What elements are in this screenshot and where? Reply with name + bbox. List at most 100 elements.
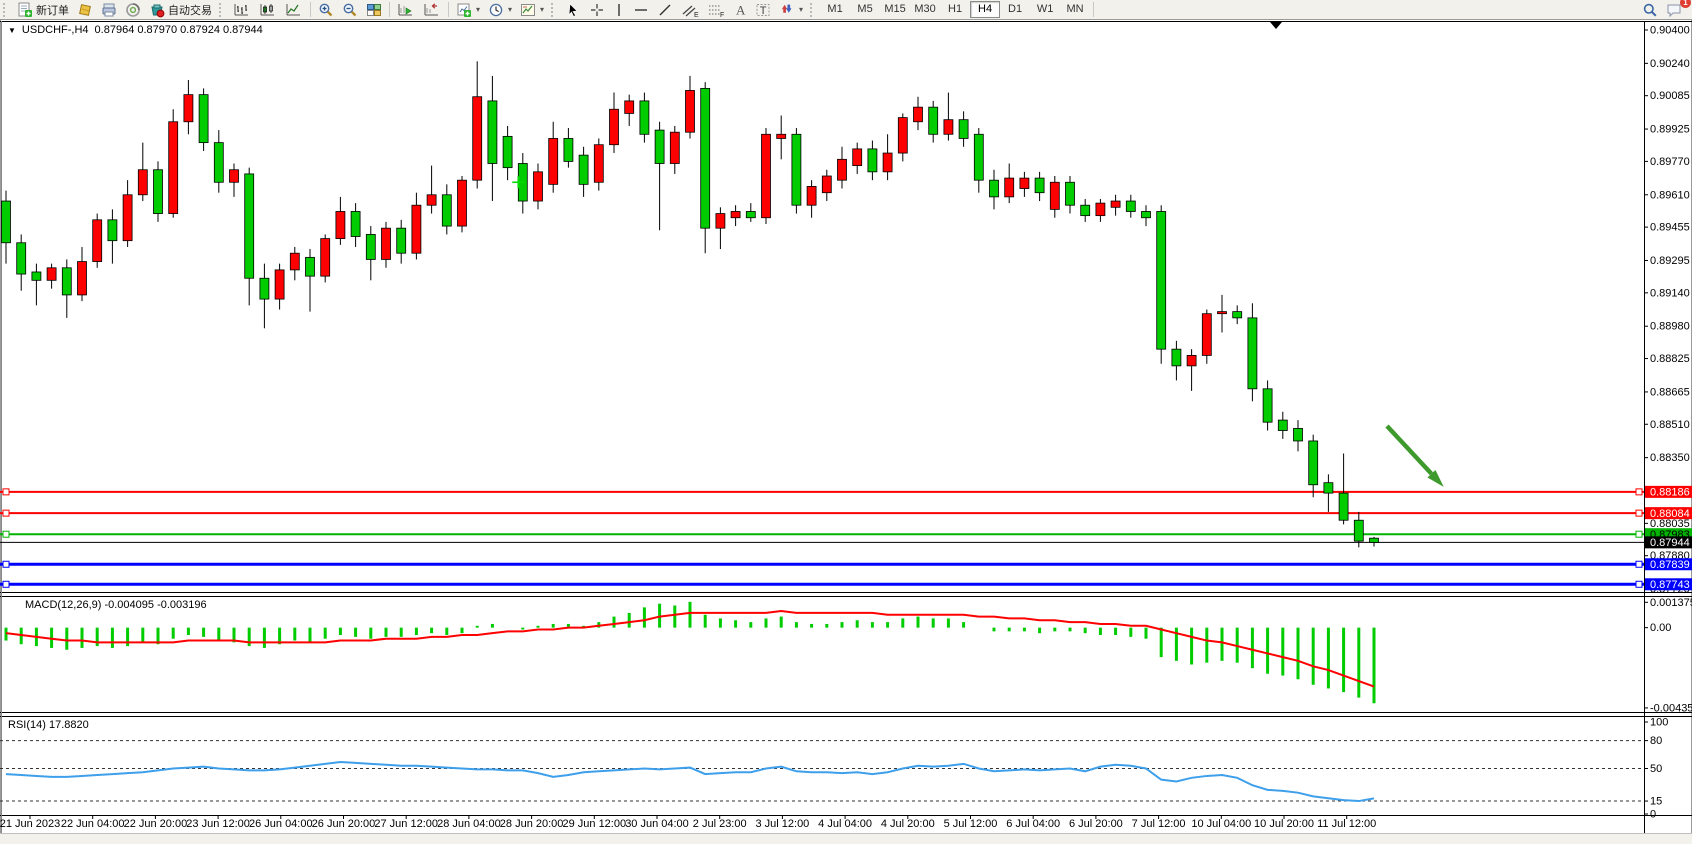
line-chart-button[interactable]: [281, 0, 307, 19]
vertical-line-button[interactable]: [609, 0, 629, 19]
time-tick-label: 4 Jul 20:00: [881, 818, 935, 830]
timeframe-mn-button[interactable]: MN: [1066, 3, 1084, 15]
toolbar-grip[interactable]: [219, 2, 226, 17]
print-button[interactable]: [97, 0, 121, 19]
line-handle[interactable]: [2, 509, 10, 517]
time-tick-label: 11 Jul 12:00: [1317, 818, 1376, 830]
candle: [1186, 349, 1197, 391]
candle: [472, 61, 483, 189]
price-tick-label: 0.88980: [1650, 321, 1690, 333]
candle: [1277, 411, 1288, 439]
timeframe-h4-button[interactable]: H4: [970, 1, 1001, 18]
auto-trading-button[interactable]: 自动交易: [145, 0, 216, 19]
template-icon: [520, 2, 536, 18]
price-tick-label: 0.89455: [1650, 222, 1690, 234]
timeframe-m1-button[interactable]: M1: [827, 3, 843, 15]
timeframe-h1-button[interactable]: H1: [948, 3, 963, 15]
zoom-out-button[interactable]: [338, 0, 362, 19]
candle: [928, 100, 939, 143]
dropdown-caret-icon: ▾: [799, 5, 804, 14]
line-handle[interactable]: [1635, 580, 1643, 588]
candle: [593, 138, 604, 191]
auto-scroll-button[interactable]: [393, 0, 419, 19]
timeframe-m30-button[interactable]: M30: [914, 3, 936, 15]
candle: [897, 113, 908, 162]
arrows-button[interactable]: ▾: [775, 0, 807, 19]
price-tick-label: 0.90240: [1650, 58, 1690, 70]
candle: [229, 163, 239, 197]
candle: [1110, 194, 1121, 216]
horizontal-line-objects[interactable]: [0, 488, 1644, 588]
zoom-in-button[interactable]: [314, 0, 338, 19]
crosshair-button[interactable]: [585, 0, 609, 19]
timeframe-w1-button[interactable]: W1: [1036, 3, 1054, 15]
line-handle[interactable]: [1635, 530, 1643, 538]
symbol-dropdown-icon[interactable]: ▼: [8, 25, 16, 35]
line-handle[interactable]: [2, 580, 10, 588]
timeframe-m15-button[interactable]: M15: [884, 3, 906, 15]
indicators-button[interactable]: ▾: [452, 0, 484, 19]
fibonacci-icon: F: [707, 2, 725, 18]
search-button[interactable]: [1638, 0, 1662, 19]
timeframe-m5-button[interactable]: M5: [857, 3, 873, 15]
vertical-line-icon: [613, 2, 625, 18]
hline-0.88084[interactable]: [0, 509, 1644, 517]
chart-shift-button[interactable]: [419, 0, 445, 19]
macd-indicator-label: MACD(12,26,9) -0.004095 -0.003196: [25, 599, 207, 611]
svg-text:E: E: [694, 12, 699, 18]
dropdown-caret-icon: ▾: [476, 5, 481, 14]
time-tick-label: 6 Jul 04:00: [1006, 818, 1060, 830]
svg-text:T: T: [760, 5, 767, 17]
horizontal-line-button[interactable]: [629, 0, 653, 19]
trendline-button[interactable]: [653, 0, 677, 19]
hline-price-label: 0.87944: [1645, 536, 1692, 549]
chart-quote-ohlc: 0.87964 0.87970 0.87924 0.87944: [94, 24, 263, 36]
text-label-button[interactable]: T: [751, 0, 775, 19]
cursor-button[interactable]: [561, 0, 585, 19]
time-tick-label: 6 Jul 20:00: [1069, 818, 1123, 830]
chart-annotations[interactable]: [512, 22, 1444, 487]
candles-chart-button[interactable]: [255, 0, 281, 19]
time-tick-label: 28 Jun 04:00: [437, 818, 501, 830]
chart-shift-marker[interactable]: [1270, 22, 1282, 29]
line-handle[interactable]: [2, 488, 10, 496]
toolbar-grip[interactable]: [810, 2, 817, 17]
search-icon: [1642, 2, 1658, 18]
template-button[interactable]: ▾: [516, 0, 548, 19]
price-tick-label: 0.89610: [1650, 189, 1690, 201]
time-tick-label: 22 Jun 20:00: [124, 818, 188, 830]
candle: [745, 203, 756, 222]
toolbar-grip[interactable]: [551, 2, 558, 17]
fibonacci-button[interactable]: F: [703, 0, 729, 19]
candle: [730, 205, 741, 227]
hline-0.87983[interactable]: [0, 530, 1644, 538]
line-handle[interactable]: [1635, 560, 1643, 568]
tile-windows-button[interactable]: [362, 0, 386, 19]
chat-button[interactable]: 1: [1662, 0, 1691, 19]
toolbar-grip[interactable]: [3, 2, 10, 17]
line-handle[interactable]: [1635, 509, 1643, 517]
line-handle[interactable]: [2, 530, 10, 538]
text-button[interactable]: A: [729, 0, 751, 19]
green-cross-marker[interactable]: [512, 176, 525, 189]
candle: [1141, 205, 1151, 227]
new-order-button[interactable]: 新订单: [13, 0, 73, 19]
bars-chart-button[interactable]: [229, 0, 255, 19]
candle: [487, 75, 498, 202]
auto-trading-icon: [149, 2, 165, 18]
hline-0.87743[interactable]: [0, 580, 1644, 588]
line-handle[interactable]: [1635, 488, 1643, 496]
timeframe-d1-button[interactable]: D1: [1008, 3, 1023, 15]
down-arrow-annotation[interactable]: [1385, 424, 1444, 487]
time-tick-label: 29 Jun 12:00: [562, 818, 626, 830]
gold-box-button[interactable]: [73, 0, 97, 19]
line-handle[interactable]: [2, 560, 10, 568]
period-clock-button[interactable]: ▾: [484, 0, 516, 19]
candle: [882, 134, 893, 181]
hline-0.87839[interactable]: [0, 560, 1644, 568]
hline-0.88186[interactable]: [0, 488, 1644, 496]
channel-button[interactable]: E: [677, 0, 703, 19]
time-tick-label: 4 Jul 04:00: [818, 818, 872, 830]
sound-button[interactable]: [121, 0, 145, 19]
